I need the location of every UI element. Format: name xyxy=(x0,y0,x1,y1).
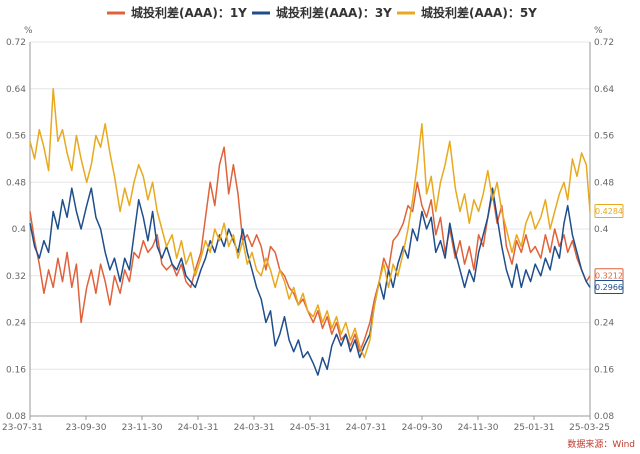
y-tick-label-left: 0.16 xyxy=(6,365,26,375)
x-tick-label: 25-03-25 xyxy=(569,423,610,433)
end-label-3: 0.4284 xyxy=(595,207,623,216)
x-tick-label: 23-11-30 xyxy=(122,423,163,433)
y-axis-unit-left: % xyxy=(24,26,33,36)
end-label-2: 0.2966 xyxy=(595,283,623,292)
y-axis-unit-right: % xyxy=(594,26,603,36)
y-tick-label-left: 0.08 xyxy=(6,412,26,422)
x-tick-label: 24-01-31 xyxy=(178,423,219,433)
x-tick-label: 23-09-30 xyxy=(66,423,107,433)
series-line-3 xyxy=(29,87,591,359)
y-tick-label-left: 0.64 xyxy=(6,85,26,95)
x-axis-ticks: 23-07-31 23-09-30 23-11-30 24-01-31 24-03-31… xyxy=(2,416,610,433)
legend-label-2: 城投利差(AAA)：3Y xyxy=(276,5,392,20)
series-lines xyxy=(29,87,591,376)
y-axis-right-ticks: 0.080.160.240.320.40.480.560.640.72 xyxy=(594,38,614,422)
y-tick-label-left: 0.56 xyxy=(6,132,26,142)
y-tick-label-left: 0.48 xyxy=(6,178,26,188)
x-tick-label: 24-03-31 xyxy=(234,423,275,433)
x-tick-label: 24-09-30 xyxy=(402,423,443,433)
y-tick-label-right: 0.64 xyxy=(594,85,614,95)
y-tick-label-right: 0.24 xyxy=(594,319,614,329)
x-tick-label: 23-07-31 xyxy=(2,423,43,433)
y-tick-label-left: 0.72 xyxy=(6,38,26,48)
y-tick-label-left: 0.4 xyxy=(12,225,27,235)
y-tick-label-right: 0.56 xyxy=(594,132,614,142)
y-tick-label-right: 0.48 xyxy=(594,178,614,188)
end-label-box-3 xyxy=(594,203,624,218)
x-tick-label: 24-11-30 xyxy=(458,423,499,433)
y-axis-left-ticks: 0.08 0.16 0.24 0.32 0.4 0.48 0.56 0.64 0.72 xyxy=(6,38,26,422)
source-note: 数据来源：Wind xyxy=(567,438,635,450)
legend: 城投利差(AAA)：1Y 城投利差(AAA)：3Y 城投利差(AAA)：5Y xyxy=(107,5,537,20)
x-tick-label: 24-07-31 xyxy=(346,423,387,433)
y-tick-label-right: 0.4 xyxy=(594,225,609,235)
y-tick-label-right: 0.16 xyxy=(594,365,614,375)
series-line-2 xyxy=(29,187,591,376)
x-tick-label: 24-05-31 xyxy=(290,423,331,433)
y-tick-label-right: 0.72 xyxy=(594,38,614,48)
y-tick-label-right: 0.08 xyxy=(594,412,614,422)
end-labels: 0.3212 0.2966 0.4284 xyxy=(594,203,624,294)
end-label-1: 0.3212 xyxy=(595,271,623,280)
legend-label-3: 城投利差(AAA)：5Y xyxy=(421,5,537,20)
y-tick-label-left: 0.24 xyxy=(6,319,26,329)
x-tick-label: 25-01-31 xyxy=(514,423,555,433)
y-tick-label-left: 0.32 xyxy=(6,272,26,282)
end-label-box-2 xyxy=(594,279,624,294)
legend-label-1: 城投利差(AAA)：1Y xyxy=(131,5,247,20)
